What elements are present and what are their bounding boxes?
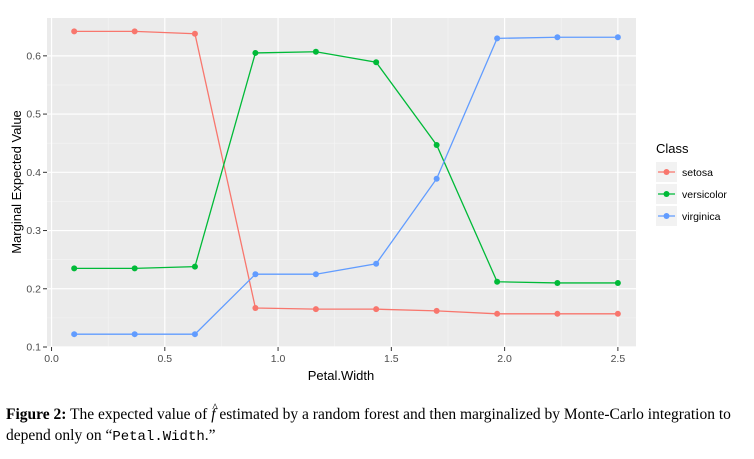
data-point-versicolor	[433, 141, 440, 148]
x-axis-label: Petal.Width	[308, 368, 374, 383]
y-tick-label: 0.2	[26, 283, 41, 295]
data-point-versicolor	[252, 49, 259, 56]
x-tick-label: 0.0	[44, 353, 59, 365]
data-point-virginica	[312, 271, 319, 278]
data-point-virginica	[494, 35, 501, 42]
series-points	[71, 28, 621, 338]
data-point-versicolor	[191, 263, 198, 270]
legend-label: setosa	[682, 167, 713, 179]
series-lines	[74, 30, 618, 335]
data-point-virginica	[433, 175, 440, 182]
y-tick-label: 0.3	[26, 225, 41, 237]
legend-title: Class	[656, 141, 689, 156]
x-tick-label: 1.5	[384, 353, 399, 365]
figure-caption: Figure 2: The expected value of f estima…	[6, 404, 750, 448]
caption-text-before: The expected value of	[70, 406, 208, 423]
plot-panel	[47, 18, 636, 347]
data-point-setosa	[312, 306, 319, 313]
data-point-versicolor	[614, 279, 621, 286]
series-line-virginica	[74, 36, 618, 335]
legend-key-point	[663, 191, 670, 197]
x-axis-ticks: 0.0 0.5 1.0 1.5 2.0 2.5	[44, 347, 625, 365]
series-line-setosa	[74, 30, 618, 315]
data-point-versicolor	[373, 59, 380, 66]
data-point-setosa	[131, 28, 138, 35]
caption-label: Figure 2:	[6, 406, 67, 423]
data-point-virginica	[614, 34, 621, 41]
grid-lines	[47, 18, 636, 348]
legend: Class setosa versicolor virginica	[656, 141, 727, 226]
data-point-setosa	[433, 307, 440, 314]
y-tick-label: 0.5	[26, 109, 41, 121]
legend-label: virginica	[682, 211, 721, 223]
x-tick-label: 1.0	[271, 353, 286, 365]
data-point-setosa	[191, 30, 198, 37]
y-tick-label: 0.1	[26, 342, 41, 354]
data-point-setosa	[554, 310, 561, 317]
marginal-expected-value-chart: 0.0 0.5 1.0 1.5 2.0 2.5 0.1 0.2 0.3 0.4 0.5 0.6 Pe…	[9, 18, 727, 383]
data-point-virginica	[554, 34, 561, 41]
data-point-virginica	[71, 331, 78, 338]
data-point-setosa	[373, 306, 380, 313]
data-point-virginica	[252, 271, 259, 278]
data-point-setosa	[71, 28, 78, 35]
caption-code: Petal.Width	[112, 429, 205, 445]
data-point-versicolor	[554, 279, 561, 286]
y-tick-label: 0.6	[26, 50, 41, 62]
y-axis-label: Marginal Expected Value	[9, 110, 24, 254]
caption-symbol: f	[211, 406, 215, 423]
data-point-setosa	[494, 310, 501, 317]
series-line-versicolor	[74, 51, 618, 284]
data-point-virginica	[373, 260, 380, 267]
x-tick-label: 2.0	[497, 353, 512, 365]
x-tick-label: 0.5	[157, 353, 172, 365]
data-point-versicolor	[312, 48, 319, 55]
data-point-setosa	[614, 310, 621, 317]
data-point-versicolor	[494, 278, 501, 285]
legend-label: versicolor	[682, 189, 727, 201]
caption-text-after: estimated by a random forest and then ma…	[6, 406, 731, 444]
data-point-versicolor	[71, 265, 78, 272]
x-tick-label: 2.5	[611, 353, 626, 365]
caption-text-end: .”	[204, 427, 216, 444]
data-point-virginica	[191, 331, 198, 338]
y-tick-label: 0.4	[26, 167, 41, 179]
data-point-setosa	[252, 304, 259, 311]
legend-key-point	[663, 213, 670, 219]
y-axis-ticks: 0.1 0.2 0.3 0.4 0.5 0.6	[26, 50, 47, 354]
data-point-versicolor	[131, 265, 138, 272]
legend-key-point	[663, 169, 670, 175]
data-point-virginica	[131, 331, 138, 338]
legend-items: setosa versicolor virginica	[656, 162, 727, 226]
